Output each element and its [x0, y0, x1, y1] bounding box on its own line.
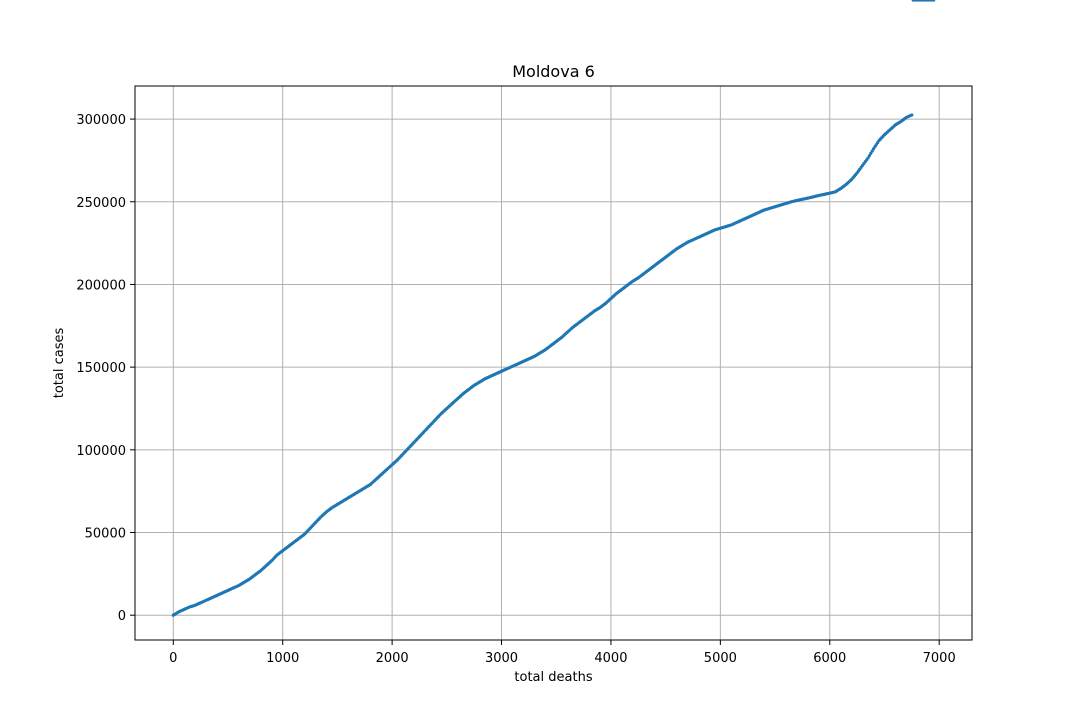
grid-layer — [135, 86, 972, 640]
data-point — [932, 0, 936, 2]
points-layer — [171, 0, 936, 617]
data-point — [910, 113, 914, 117]
y-tick-label: 250000 — [76, 196, 126, 211]
x-tick-label: 6000 — [813, 651, 846, 666]
ticks-layer: 0 1000 2000 3000 4000 5000 6000 7000 0 50000 10000… — [76, 113, 955, 666]
y-tick-label: 150000 — [76, 361, 126, 376]
x-tick-label: 5000 — [704, 651, 737, 666]
x-tick-label: 4000 — [594, 651, 627, 666]
x-tick-label: 2000 — [376, 651, 409, 666]
chart-title: Moldova 6 — [512, 62, 595, 81]
x-axis-label: total deaths — [514, 670, 592, 685]
plot-frame — [134, 85, 973, 641]
y-tick-label: 100000 — [76, 444, 126, 459]
x-tick-label: 7000 — [923, 651, 956, 666]
y-tick-label: 50000 — [85, 527, 126, 542]
y-axis-label: total cases — [52, 328, 67, 399]
x-tick-label: 1000 — [266, 651, 299, 666]
y-tick-label: 300000 — [76, 113, 126, 128]
x-tick-label: 3000 — [485, 651, 518, 666]
y-tick-label: 0 — [118, 609, 126, 624]
x-tick-label: 0 — [169, 651, 177, 666]
y-tick-label: 200000 — [76, 278, 126, 293]
